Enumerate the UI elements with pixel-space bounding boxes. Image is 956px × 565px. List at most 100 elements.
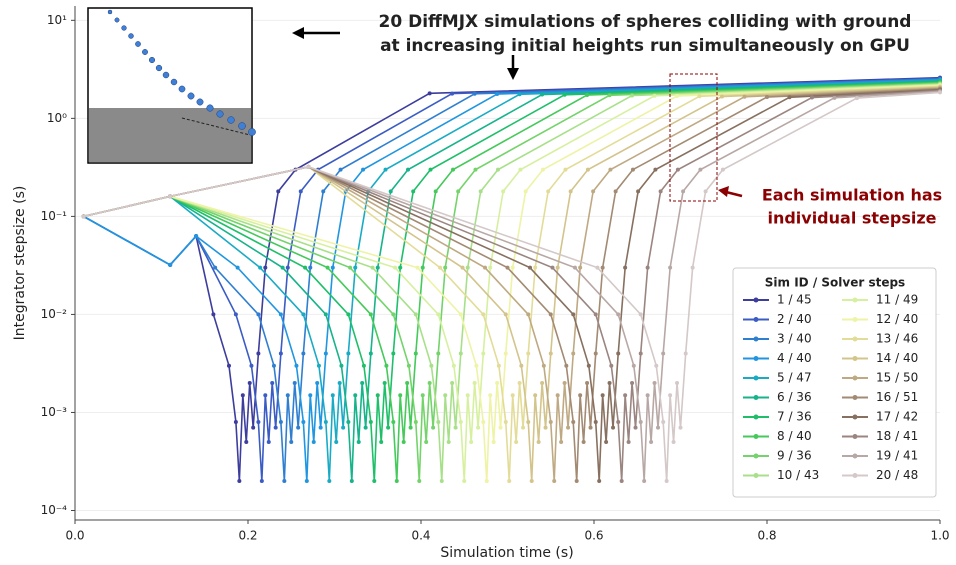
point <box>661 351 666 356</box>
point <box>211 312 216 317</box>
point <box>649 439 654 444</box>
point <box>168 194 173 199</box>
point <box>321 189 326 194</box>
point <box>476 425 481 430</box>
point <box>323 419 328 424</box>
legend-label: 6 / 36 <box>777 390 812 404</box>
point <box>523 189 528 194</box>
point <box>263 393 268 398</box>
point <box>429 363 434 368</box>
point <box>645 393 650 398</box>
point <box>616 312 621 317</box>
point <box>330 393 335 398</box>
point <box>540 380 545 385</box>
point <box>668 393 673 398</box>
point <box>526 419 531 424</box>
point <box>372 478 377 483</box>
point <box>616 419 621 424</box>
point <box>608 167 613 172</box>
point <box>607 380 612 385</box>
point <box>552 478 557 483</box>
point <box>595 265 600 270</box>
point <box>638 312 643 317</box>
point <box>540 167 545 172</box>
point <box>510 265 515 270</box>
point <box>787 95 792 100</box>
point <box>271 363 276 368</box>
point <box>375 265 380 270</box>
point <box>562 380 567 385</box>
point <box>334 439 339 444</box>
point <box>301 351 306 356</box>
point <box>304 478 309 483</box>
point <box>330 265 335 270</box>
point <box>443 265 448 270</box>
legend-label: 19 / 41 <box>876 449 918 463</box>
point <box>678 425 683 430</box>
point <box>675 167 680 172</box>
point <box>256 419 261 424</box>
point <box>398 265 403 270</box>
point <box>938 90 942 95</box>
point <box>244 439 249 444</box>
legend-label: 13 / 46 <box>876 332 918 346</box>
point <box>505 265 510 270</box>
series-line <box>83 87 941 482</box>
point <box>623 393 628 398</box>
point <box>613 189 618 194</box>
point <box>368 312 373 317</box>
point <box>638 419 643 424</box>
point <box>503 312 508 317</box>
point <box>420 393 425 398</box>
point <box>233 419 238 424</box>
y-axis-label: Integrator stepsize (s) <box>12 186 28 341</box>
point <box>585 167 590 172</box>
point <box>697 94 702 99</box>
series-line <box>83 78 941 482</box>
legend-label: 20 / 48 <box>876 468 918 482</box>
point <box>411 189 416 194</box>
point <box>563 167 568 172</box>
point <box>356 439 361 444</box>
point <box>451 363 456 368</box>
point <box>256 312 261 317</box>
point <box>256 351 261 356</box>
point <box>285 393 290 398</box>
point <box>498 425 503 430</box>
point <box>348 265 353 270</box>
point <box>450 380 455 385</box>
point <box>574 478 579 483</box>
point <box>519 363 524 368</box>
point <box>604 439 609 444</box>
plot-area <box>75 19 942 511</box>
legend-label: 9 / 36 <box>777 449 812 463</box>
legend-label: 3 / 40 <box>777 332 812 346</box>
point <box>408 425 413 430</box>
point <box>720 94 725 99</box>
point <box>81 214 86 219</box>
x-tick-label: 0.8 <box>757 529 776 543</box>
x-axis-label: Simulation time (s) <box>440 545 573 561</box>
point <box>832 95 837 100</box>
point <box>406 167 411 172</box>
point <box>543 425 548 430</box>
legend-label: 8 / 40 <box>777 429 812 443</box>
legend-swatch <box>753 297 759 303</box>
point <box>278 351 283 356</box>
point <box>318 425 323 430</box>
annotation: Each simulation has <box>762 186 942 205</box>
point <box>533 393 538 398</box>
y-tick-label: 10¹ <box>47 13 67 27</box>
point <box>652 93 657 98</box>
point <box>311 439 316 444</box>
point <box>571 351 576 356</box>
point <box>465 265 470 270</box>
point <box>664 478 669 483</box>
point <box>431 425 436 430</box>
point <box>413 419 418 424</box>
point <box>458 312 463 317</box>
point <box>607 93 612 98</box>
point <box>472 380 477 385</box>
point <box>548 419 553 424</box>
legend-swatch <box>852 356 858 361</box>
